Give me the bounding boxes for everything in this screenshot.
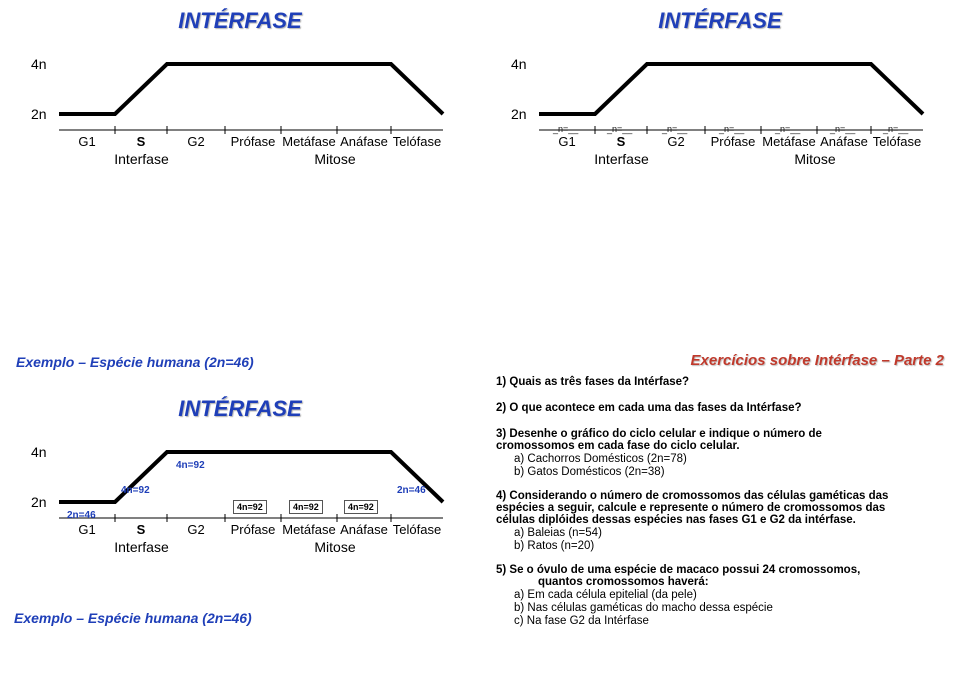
panel-bl: Exemplo – Espécie humana (2n=46) INTÉRFA… — [0, 342, 480, 684]
chart-tr-wrap: 4n 2n G1 S G2 Prófase Metáfase Anáfase Telófase I… — [505, 38, 935, 210]
svg-text:Interfase: Interfase — [114, 151, 169, 167]
panel-tl: INTÉRFASE 4n 2n G1 S G2 Prófase Metáfase Anáfas… — [0, 0, 480, 342]
svg-text:Interfase: Interfase — [594, 151, 649, 167]
svg-text:G2: G2 — [187, 134, 204, 149]
q3-item-b: b) Gatos Domésticos (2n=38) — [514, 466, 944, 478]
svg-text:G2: G2 — [667, 134, 684, 149]
svg-text:2n: 2n — [511, 106, 527, 122]
svg-text:Mitose: Mitose — [794, 151, 835, 167]
title-bl: INTÉRFASE — [10, 396, 470, 422]
panel-br: Exercícios sobre Intérfase – Parte 2 1) … — [480, 342, 960, 684]
q1: 1) Quais as três fases da Intérfase? — [496, 376, 944, 388]
chart-overlay-4: 4n=92 — [289, 500, 323, 514]
q5-item-a: a) Em cada célula epitelial (da pele) — [514, 589, 944, 601]
title-tl: INTÉRFASE — [10, 8, 470, 34]
q4a: 4) Considerando o número de cromossomos … — [496, 490, 944, 502]
svg-text:Anáfase: Anáfase — [340, 134, 388, 149]
chart-overlay-0: 2n=46 — [67, 510, 96, 521]
q4-item-a: a) Baleias (n=54) — [514, 527, 944, 539]
chart-tl-wrap: 4n 2n G1 S G2 Prófase Metáfase Anáfase Telófase I… — [25, 38, 455, 210]
q4-list: a) Baleias (n=54) b) Ratos (n=20) — [514, 527, 944, 552]
svg-text:G1: G1 — [78, 522, 95, 537]
q5a: 5) Se o óvulo de uma espécie de macaco p… — [496, 564, 944, 576]
svg-text:Anáfase: Anáfase — [820, 134, 868, 149]
svg-text:Interfase: Interfase — [114, 539, 169, 555]
chart-overlay-5: _n=__ — [830, 124, 855, 134]
q4c: células diplóides dessas espécies nas fa… — [496, 514, 944, 526]
q3-list: a) Cachorros Domésticos (2n=78) b) Gatos… — [514, 453, 944, 478]
q3b: cromossomos em cada fase do ciclo celula… — [496, 440, 944, 452]
svg-text:G1: G1 — [558, 134, 575, 149]
chart-overlay-4: _n=__ — [775, 124, 800, 134]
svg-text:Prófase: Prófase — [711, 134, 756, 149]
q5b: quantos cromossomos haverá: — [538, 576, 944, 588]
svg-text:Metáfase: Metáfase — [282, 134, 335, 149]
svg-text:S: S — [137, 522, 146, 537]
example-label-bottom: Exemplo – Espécie humana (2n=46) — [14, 610, 470, 626]
svg-text:S: S — [137, 134, 146, 149]
chart-overlay-1: 4n=92 — [121, 485, 150, 496]
svg-text:Prófase: Prófase — [231, 134, 276, 149]
svg-text:4n: 4n — [511, 56, 527, 72]
svg-text:2n: 2n — [31, 106, 47, 122]
svg-text:Mitose: Mitose — [314, 539, 355, 555]
svg-text:Mitose: Mitose — [314, 151, 355, 167]
svg-text:Prófase: Prófase — [231, 522, 276, 537]
chart-overlay-6: 2n=46 — [397, 485, 426, 496]
svg-text:G2: G2 — [187, 522, 204, 537]
q3a: 3) Desenhe o gráfico do ciclo celular e … — [496, 428, 944, 440]
chart-bl-wrap: 4n 2n G1 S G2 Prófase Metáfase Anáfase Telófase I… — [25, 426, 455, 598]
q5-item-b: b) Nas células gaméticas do macho dessa … — [514, 602, 944, 614]
example-label-top: Exemplo – Espécie humana (2n=46) — [16, 354, 254, 370]
q5-item-c: c) Na fase G2 da Intérfase — [514, 615, 944, 627]
chart-overlay-2: 4n=92 — [176, 460, 205, 471]
svg-text:Telófase: Telófase — [393, 134, 441, 149]
svg-text:Metáfase: Metáfase — [762, 134, 815, 149]
chart-overlay-0: _n=__ — [553, 124, 578, 134]
ex-title: Exercícios sobre Intérfase – Parte 2 — [496, 352, 944, 369]
svg-text:Telófase: Telófase — [393, 522, 441, 537]
svg-text:4n: 4n — [31, 444, 47, 460]
panel-tr: INTÉRFASE 4n 2n G1 S G2 Prófase Metáfase Anáfas… — [480, 0, 960, 342]
chart-overlay-6: _n=__ — [883, 124, 908, 134]
chart-overlay-1: _n=__ — [607, 124, 632, 134]
svg-text:S: S — [617, 134, 626, 149]
q3-item-a: a) Cachorros Domésticos (2n=78) — [514, 453, 944, 465]
svg-text:2n: 2n — [31, 494, 47, 510]
svg-text:Anáfase: Anáfase — [340, 522, 388, 537]
q5-list: a) Em cada célula epitelial (da pele) b)… — [514, 589, 944, 627]
title-tr: INTÉRFASE — [490, 8, 950, 34]
q4-item-b: b) Ratos (n=20) — [514, 540, 944, 552]
chart-overlay-3: 4n=92 — [233, 500, 267, 514]
svg-text:Telófase: Telófase — [873, 134, 921, 149]
q4b: espécies a seguir, calcule e represente … — [496, 502, 944, 514]
chart-overlay-3: _n=__ — [719, 124, 744, 134]
svg-text:4n: 4n — [31, 56, 47, 72]
q2: 2) O que acontece em cada uma das fases … — [496, 402, 944, 414]
chart-overlay-5: 4n=92 — [344, 500, 378, 514]
chart-svg: 4n 2n G1 S G2 Prófase Metáfase Anáfase Telófase I… — [25, 38, 455, 210]
chart-overlay-2: _n=__ — [662, 124, 687, 134]
svg-text:Metáfase: Metáfase — [282, 522, 335, 537]
svg-text:G1: G1 — [78, 134, 95, 149]
